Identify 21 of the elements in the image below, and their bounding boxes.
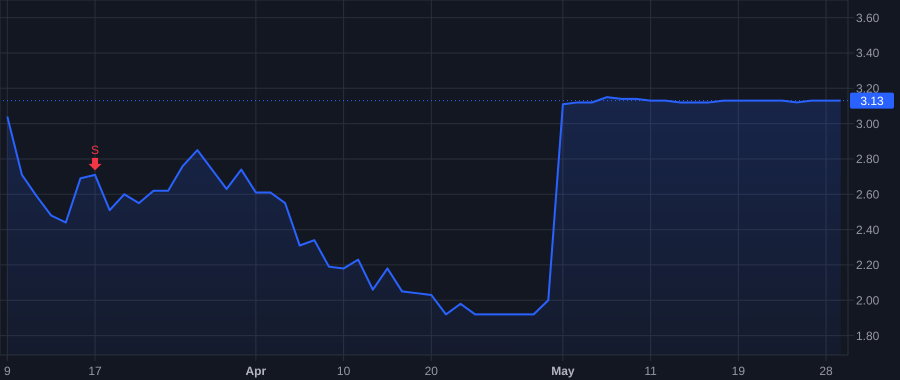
x-tick-label: 28 bbox=[819, 364, 834, 378]
annotation: S bbox=[91, 142, 100, 157]
x-tick-label: 19 bbox=[732, 364, 746, 378]
x-tick-label: 9 bbox=[4, 364, 11, 378]
y-tick-label: 2.60 bbox=[856, 188, 880, 202]
y-tick-label: 1.80 bbox=[856, 328, 880, 343]
y-tick-label: 3.00 bbox=[856, 116, 880, 131]
x-tick-label: Apr bbox=[246, 364, 267, 378]
y-tick-label: 2.40 bbox=[856, 222, 880, 237]
y-tick-label: 2.80 bbox=[856, 152, 880, 166]
ref-line-label: 3.13 bbox=[860, 94, 884, 108]
y-tick-label: 2.00 bbox=[856, 294, 880, 308]
x-tick-label: 20 bbox=[424, 364, 438, 378]
y-tick-label: 2.20 bbox=[856, 258, 880, 272]
y-tick-label: 3.40 bbox=[856, 46, 880, 60]
x-tick-label: 10 bbox=[336, 364, 351, 378]
y-tick-label: 3.60 bbox=[856, 10, 880, 25]
x-tick-label: May bbox=[551, 364, 575, 378]
y-tick-label: 3.20 bbox=[856, 82, 880, 96]
x-tick-label: 11 bbox=[644, 364, 658, 378]
x-tick-label: 17 bbox=[88, 364, 102, 378]
